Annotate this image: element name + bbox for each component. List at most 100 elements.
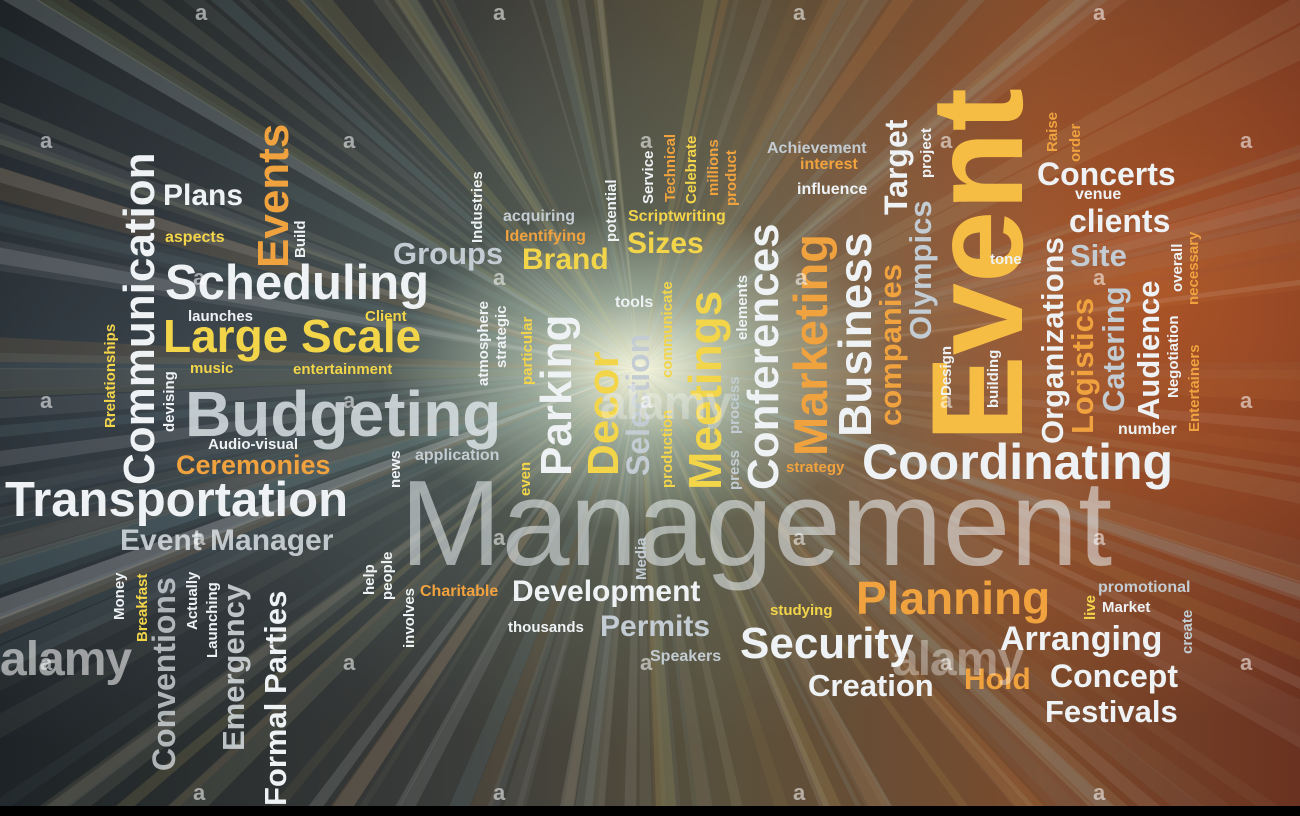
light-ray <box>640 370 1128 806</box>
word-entertainers: Entertainers <box>1186 344 1203 432</box>
light-ray <box>640 370 681 806</box>
light-ray <box>640 370 1034 806</box>
watermark-mark: a <box>640 128 653 153</box>
light-ray <box>0 370 640 497</box>
light-ray <box>640 370 1300 432</box>
word-application: application <box>415 447 500 464</box>
word-technical: Technical <box>662 133 679 202</box>
word-achievement: Achievement <box>767 140 867 157</box>
word-communicate: communicate <box>659 281 676 378</box>
word-potential: potential <box>603 179 620 243</box>
word-planning: Planning <box>856 572 1051 624</box>
watermark-mark: a <box>940 128 953 153</box>
word-overall: overall <box>1169 243 1186 292</box>
word-client: Client <box>365 308 407 325</box>
word-product: product <box>723 150 740 206</box>
light-ray <box>640 370 789 806</box>
word-devising: devising <box>161 371 178 432</box>
light-ray <box>0 370 640 566</box>
light-ray <box>640 370 1080 806</box>
light-ray <box>593 0 640 370</box>
light-ray <box>0 167 640 370</box>
light-ray <box>432 0 640 370</box>
light-ray <box>639 370 652 806</box>
word-charitable: Charitable <box>420 583 499 600</box>
light-ray <box>544 0 640 370</box>
light-ray <box>624 370 640 806</box>
watermark-mark: a <box>1240 128 1253 153</box>
word-arranging: Arranging <box>1000 620 1163 658</box>
light-ray <box>640 370 1161 806</box>
light-ray <box>286 0 640 370</box>
word-promotional: promotional <box>1098 579 1191 596</box>
light-ray <box>640 370 1300 749</box>
light-ray <box>640 0 914 370</box>
light-ray <box>640 0 740 370</box>
word-plans: Plans <box>163 179 244 212</box>
word-organizations: Organizations <box>1035 237 1070 444</box>
word-conferences: Conferences <box>739 223 788 490</box>
watermark-mark: a <box>343 650 356 675</box>
watermark-mark: a <box>1093 0 1106 25</box>
word-speakers: Speakers <box>650 648 722 665</box>
light-ray <box>640 0 1127 370</box>
light-ray <box>182 0 640 370</box>
watermark-mark: a <box>493 0 506 25</box>
light-ray <box>0 370 640 585</box>
light-ray <box>640 0 848 370</box>
light-ray <box>640 258 1300 370</box>
light-ray <box>562 370 640 806</box>
light-ray <box>640 250 1300 370</box>
word-celebrate: Celebrate <box>683 135 700 204</box>
watermark-mark: a <box>940 388 953 413</box>
word-actually: Actually <box>184 571 201 630</box>
watermark-mark: a <box>40 388 53 413</box>
word-market: Market <box>1102 599 1151 616</box>
light-ray <box>167 370 640 806</box>
light-ray <box>0 167 640 370</box>
word-media: Media <box>633 537 650 580</box>
light-ray <box>0 247 640 370</box>
watermark-mark: a <box>795 265 808 290</box>
word-strategic: strategic <box>493 305 510 368</box>
light-ray <box>137 0 640 370</box>
word-acquiring: acquiring <box>503 208 576 225</box>
light-ray <box>0 370 640 645</box>
light-ray <box>640 0 851 370</box>
light-ray <box>640 370 713 806</box>
word-formal-parties: Formal Parties <box>258 590 293 806</box>
word-audience: Audience <box>1131 280 1166 420</box>
light-ray <box>640 370 1300 458</box>
word-tools: tools <box>615 294 654 311</box>
light-ray <box>640 370 1300 598</box>
word-business: Business <box>829 232 881 437</box>
word-influence: influence <box>797 181 868 198</box>
light-ray <box>271 370 640 806</box>
light-ray <box>261 0 640 370</box>
word-conventions: Conventions <box>146 577 182 771</box>
word-atmosphere: atmosphere <box>475 300 492 386</box>
light-ray <box>640 370 888 806</box>
light-ray <box>0 337 640 370</box>
watermark-mark: a <box>40 128 53 153</box>
light-ray <box>640 370 1300 583</box>
word-audio-visual: Audio-visual <box>208 436 299 453</box>
light-ray <box>640 370 893 806</box>
light-ray <box>299 0 640 370</box>
light-ray <box>640 0 1108 370</box>
light-ray <box>560 370 640 806</box>
word-involves: involves <box>401 587 418 648</box>
word-groups: Groups <box>393 236 504 271</box>
word-emergency: Emergency <box>216 583 251 751</box>
watermark-mark: a <box>940 650 953 675</box>
light-ray <box>640 369 1300 402</box>
word-scriptwriting: Scriptwriting <box>628 208 726 225</box>
light-ray <box>308 370 640 806</box>
light-ray <box>640 370 861 806</box>
light-ray <box>0 370 640 619</box>
light-ray <box>640 370 1115 806</box>
light-ray <box>393 0 640 370</box>
light-ray <box>0 204 640 370</box>
word-aspects: aspects <box>165 229 225 246</box>
